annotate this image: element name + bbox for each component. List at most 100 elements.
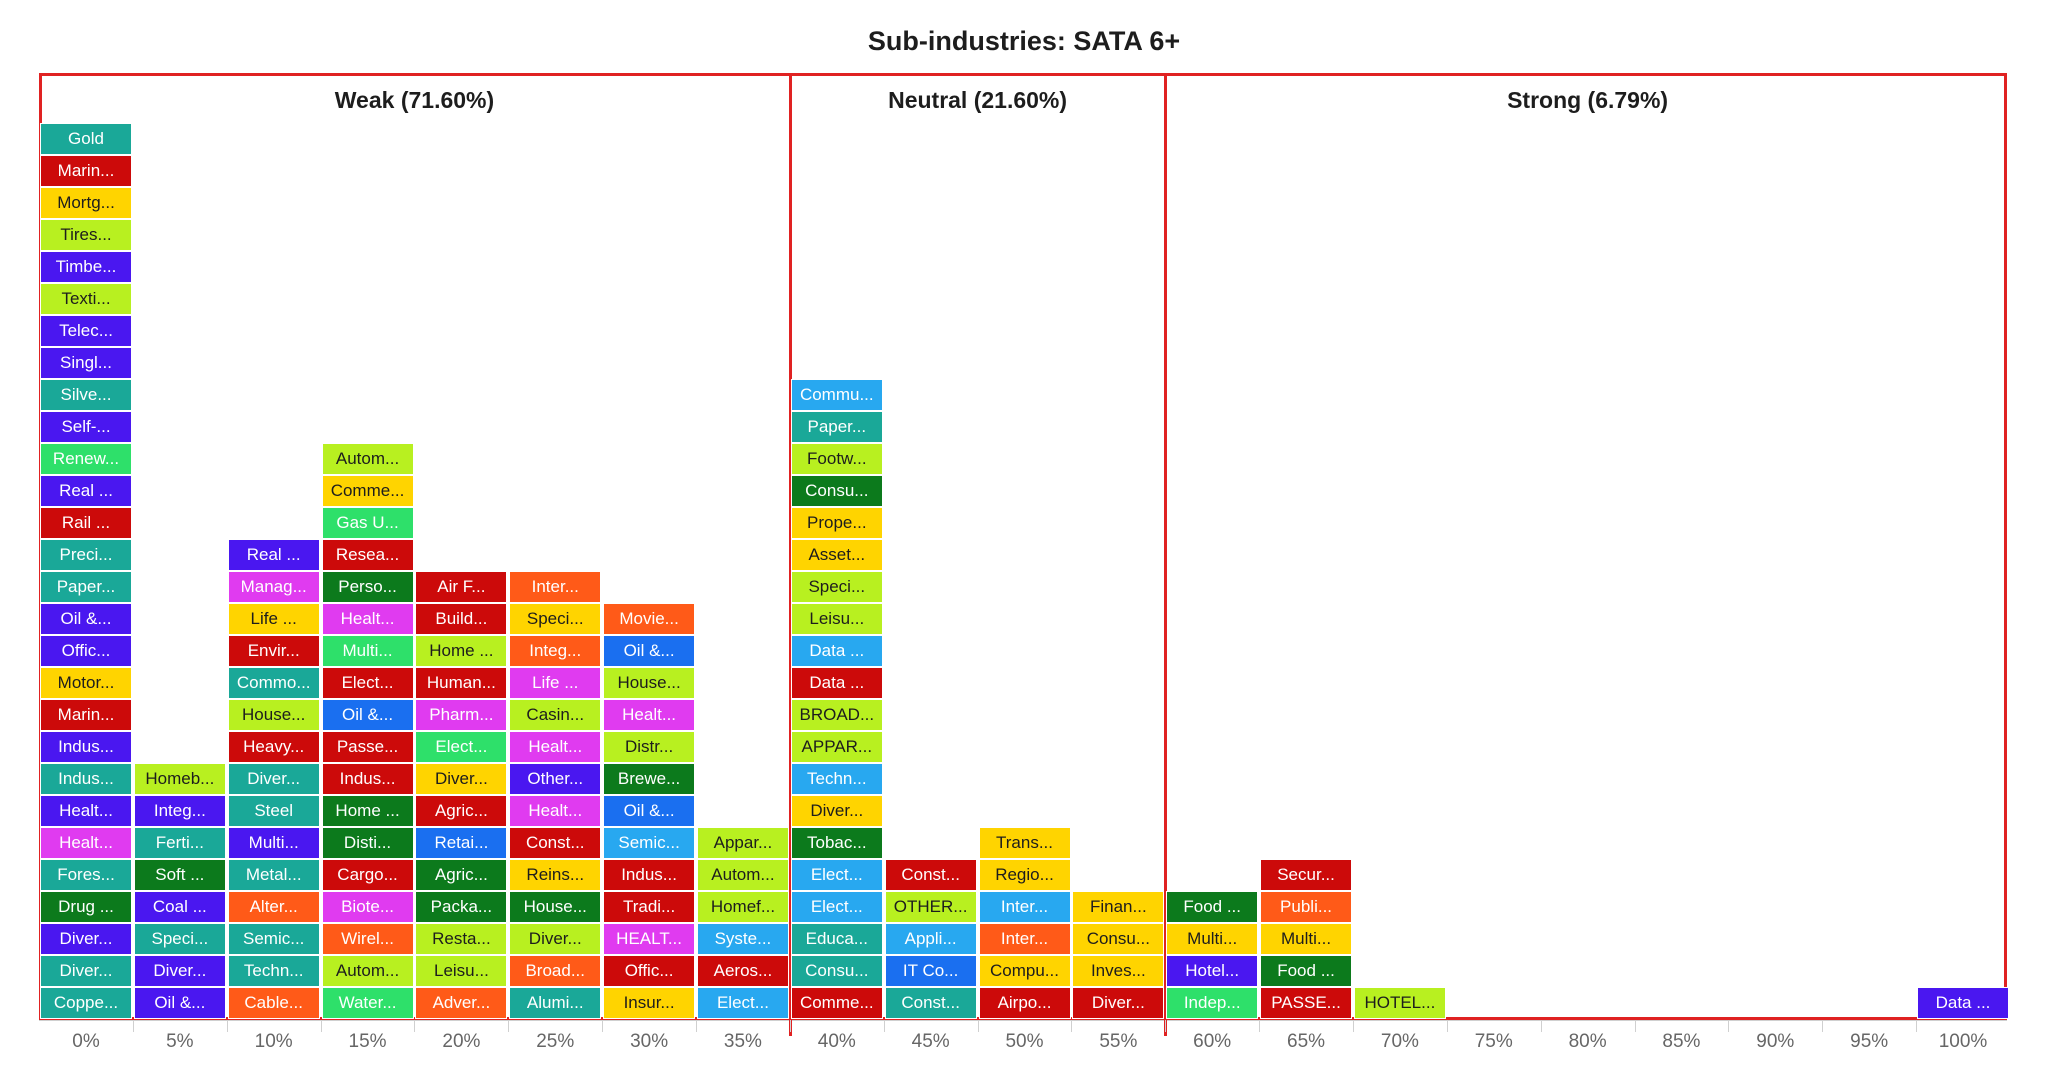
industry-cell: Semic... [227, 923, 320, 955]
industry-cell: Const... [509, 827, 602, 859]
industry-cell: Marin... [40, 155, 132, 187]
industry-cell: Indus... [603, 859, 696, 891]
industry-cell: Data ... [790, 667, 883, 699]
x-tick-mark [1071, 1020, 1073, 1032]
industry-cell: Adver... [415, 987, 508, 1019]
industry-cell: Leisu... [415, 955, 508, 987]
industry-cell: Alumi... [509, 987, 602, 1019]
industry-cell: Diver... [227, 763, 320, 795]
industry-cell: Motor... [40, 667, 132, 699]
industry-cell: APPAR... [790, 731, 883, 763]
industry-cell: Coal ... [133, 891, 226, 923]
industry-cell: Texti... [40, 283, 132, 315]
industry-cell: Multi... [1166, 923, 1259, 955]
x-tick-label: 95% [1850, 1031, 1889, 1052]
industry-cell: Diver... [1072, 987, 1165, 1019]
x-tick-mark [696, 1020, 698, 1032]
x-tick-mark [1540, 1020, 1542, 1032]
industry-cell: Healt... [40, 827, 132, 859]
industry-cell: House... [227, 699, 320, 731]
industry-cell: Preci... [40, 539, 132, 571]
industry-cell: Speci... [133, 923, 226, 955]
x-tick-label: 40% [817, 1031, 856, 1052]
industry-cell: Integ... [133, 795, 226, 827]
industry-cell: Heavy... [227, 731, 320, 763]
industry-cell: Inter... [978, 891, 1071, 923]
x-tick-label: 85% [1662, 1031, 1701, 1052]
x-tick-mark [1446, 1020, 1448, 1032]
industry-cell: Finan... [1072, 891, 1165, 923]
industry-cell: Healt... [40, 795, 132, 827]
industry-cell: Elect... [790, 859, 883, 891]
industry-cell: Build... [415, 603, 508, 635]
x-tick-label: 65% [1287, 1031, 1326, 1052]
zone-label: Weak (71.60%) [334, 87, 495, 113]
industry-cell: Autom... [696, 859, 789, 891]
industry-cell: Renew... [40, 443, 132, 475]
industry-cell: Comme... [790, 987, 883, 1019]
industry-cell: Footw... [790, 443, 883, 475]
industry-cell: Aeros... [696, 955, 789, 987]
industry-cell: Real ... [40, 475, 132, 507]
industry-cell: Diver... [415, 763, 508, 795]
industry-cell: Drug ... [40, 891, 132, 923]
industry-cell: Air F... [415, 571, 508, 603]
industry-cell: Techn... [227, 955, 320, 987]
x-tick-mark [414, 1020, 416, 1032]
x-tick-mark [1259, 1020, 1261, 1032]
x-tick-label: 15% [348, 1031, 387, 1052]
industry-cell: Indus... [40, 763, 132, 795]
industry-cell: Multi... [227, 827, 320, 859]
industry-cell: Mortg... [40, 187, 132, 219]
x-tick-label: 80% [1568, 1031, 1607, 1052]
industry-cell: Gold [40, 123, 132, 155]
industry-cell: Consu... [790, 955, 883, 987]
industry-cell: Paper... [40, 571, 132, 603]
industry-cell: Casin... [509, 699, 602, 731]
industry-cell: Comme... [321, 475, 414, 507]
industry-cell: Asset... [790, 539, 883, 571]
industry-cell: Home ... [415, 635, 508, 667]
industry-cell: Singl... [40, 347, 132, 379]
industry-cell: Offic... [603, 955, 696, 987]
industry-cell: Indep... [1166, 987, 1259, 1019]
industry-cell: Appar... [696, 827, 789, 859]
x-tick-label: 5% [166, 1031, 194, 1052]
industry-cell: Diver... [790, 795, 883, 827]
industry-cell: Consu... [1072, 923, 1165, 955]
industry-cell: Biote... [321, 891, 414, 923]
industry-cell: Perso... [321, 571, 414, 603]
industry-cell: Gas U... [321, 507, 414, 539]
industry-cell: Coppe... [40, 987, 132, 1019]
industry-cell: Human... [415, 667, 508, 699]
industry-cell: Reins... [509, 859, 602, 891]
industry-cell: Semic... [603, 827, 696, 859]
x-tick-mark [883, 1020, 885, 1032]
industry-cell: Autom... [321, 955, 414, 987]
industry-cell: Oil &... [321, 699, 414, 731]
x-tick-mark [1634, 1020, 1636, 1032]
industry-cell: Homeb... [133, 763, 226, 795]
industry-cell: Agric... [415, 859, 508, 891]
chart-title: Sub-industries: SATA 6+ [867, 26, 1181, 56]
industry-cell: Appli... [884, 923, 977, 955]
industry-cell: Resea... [321, 539, 414, 571]
industry-cell: Leisu... [790, 603, 883, 635]
industry-cell: Speci... [790, 571, 883, 603]
industry-cell: Elect... [415, 731, 508, 763]
industry-cell: Data ... [790, 635, 883, 667]
industry-cell: Indus... [321, 763, 414, 795]
x-tick-label: 60% [1193, 1031, 1232, 1052]
industry-cell: Oil &... [603, 795, 696, 827]
x-tick-label: 20% [442, 1031, 481, 1052]
industry-cell: Healt... [603, 699, 696, 731]
industry-cell: Pharm... [415, 699, 508, 731]
industry-cell: Cargo... [321, 859, 414, 891]
x-axis-line [39, 1020, 2007, 1021]
industry-cell: Prope... [790, 507, 883, 539]
x-tick-mark [1728, 1020, 1730, 1032]
industry-cell: Syste... [696, 923, 789, 955]
industry-cell: Brewe... [603, 763, 696, 795]
industry-cell: Multi... [1260, 923, 1353, 955]
industry-cell: Life ... [509, 667, 602, 699]
